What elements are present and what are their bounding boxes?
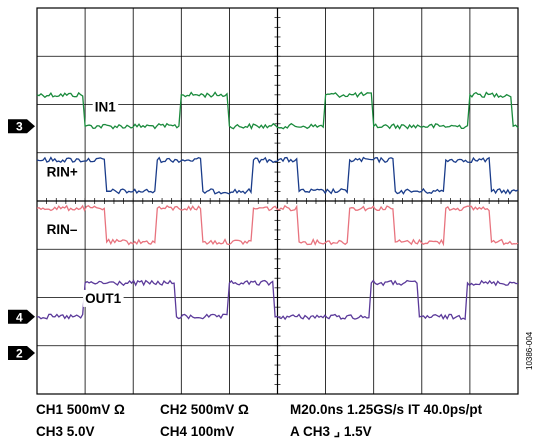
trace-label-bg <box>92 98 119 116</box>
trace-label-bg <box>44 163 80 181</box>
channel-marker-label: 3 <box>16 120 23 134</box>
channel-marker <box>8 119 35 134</box>
channel-markers: 3 4 2 <box>8 119 35 360</box>
trace-label: RIN– <box>47 222 78 237</box>
trace-label-bg <box>44 221 80 239</box>
trace-label-bg <box>83 289 124 307</box>
trace-1 <box>36 91 519 130</box>
trace-label: OUT1 <box>85 291 121 306</box>
trace-2 <box>36 156 519 195</box>
channel-marker <box>8 345 35 360</box>
channel-marker <box>8 309 35 324</box>
figure-id: 10386-004 <box>525 331 534 370</box>
plot-grid <box>36 7 519 395</box>
trace-4 <box>36 279 519 321</box>
waveform-traces <box>36 91 519 321</box>
channel-marker-label: 4 <box>16 310 23 324</box>
channel-marker-label: 2 <box>16 346 23 360</box>
trace-label: IN1 <box>95 100 117 115</box>
trace-label: RIN+ <box>47 165 78 180</box>
trace-3 <box>36 204 519 247</box>
trace-labels: IN1 RIN+ RIN– OUT1 <box>44 98 124 307</box>
